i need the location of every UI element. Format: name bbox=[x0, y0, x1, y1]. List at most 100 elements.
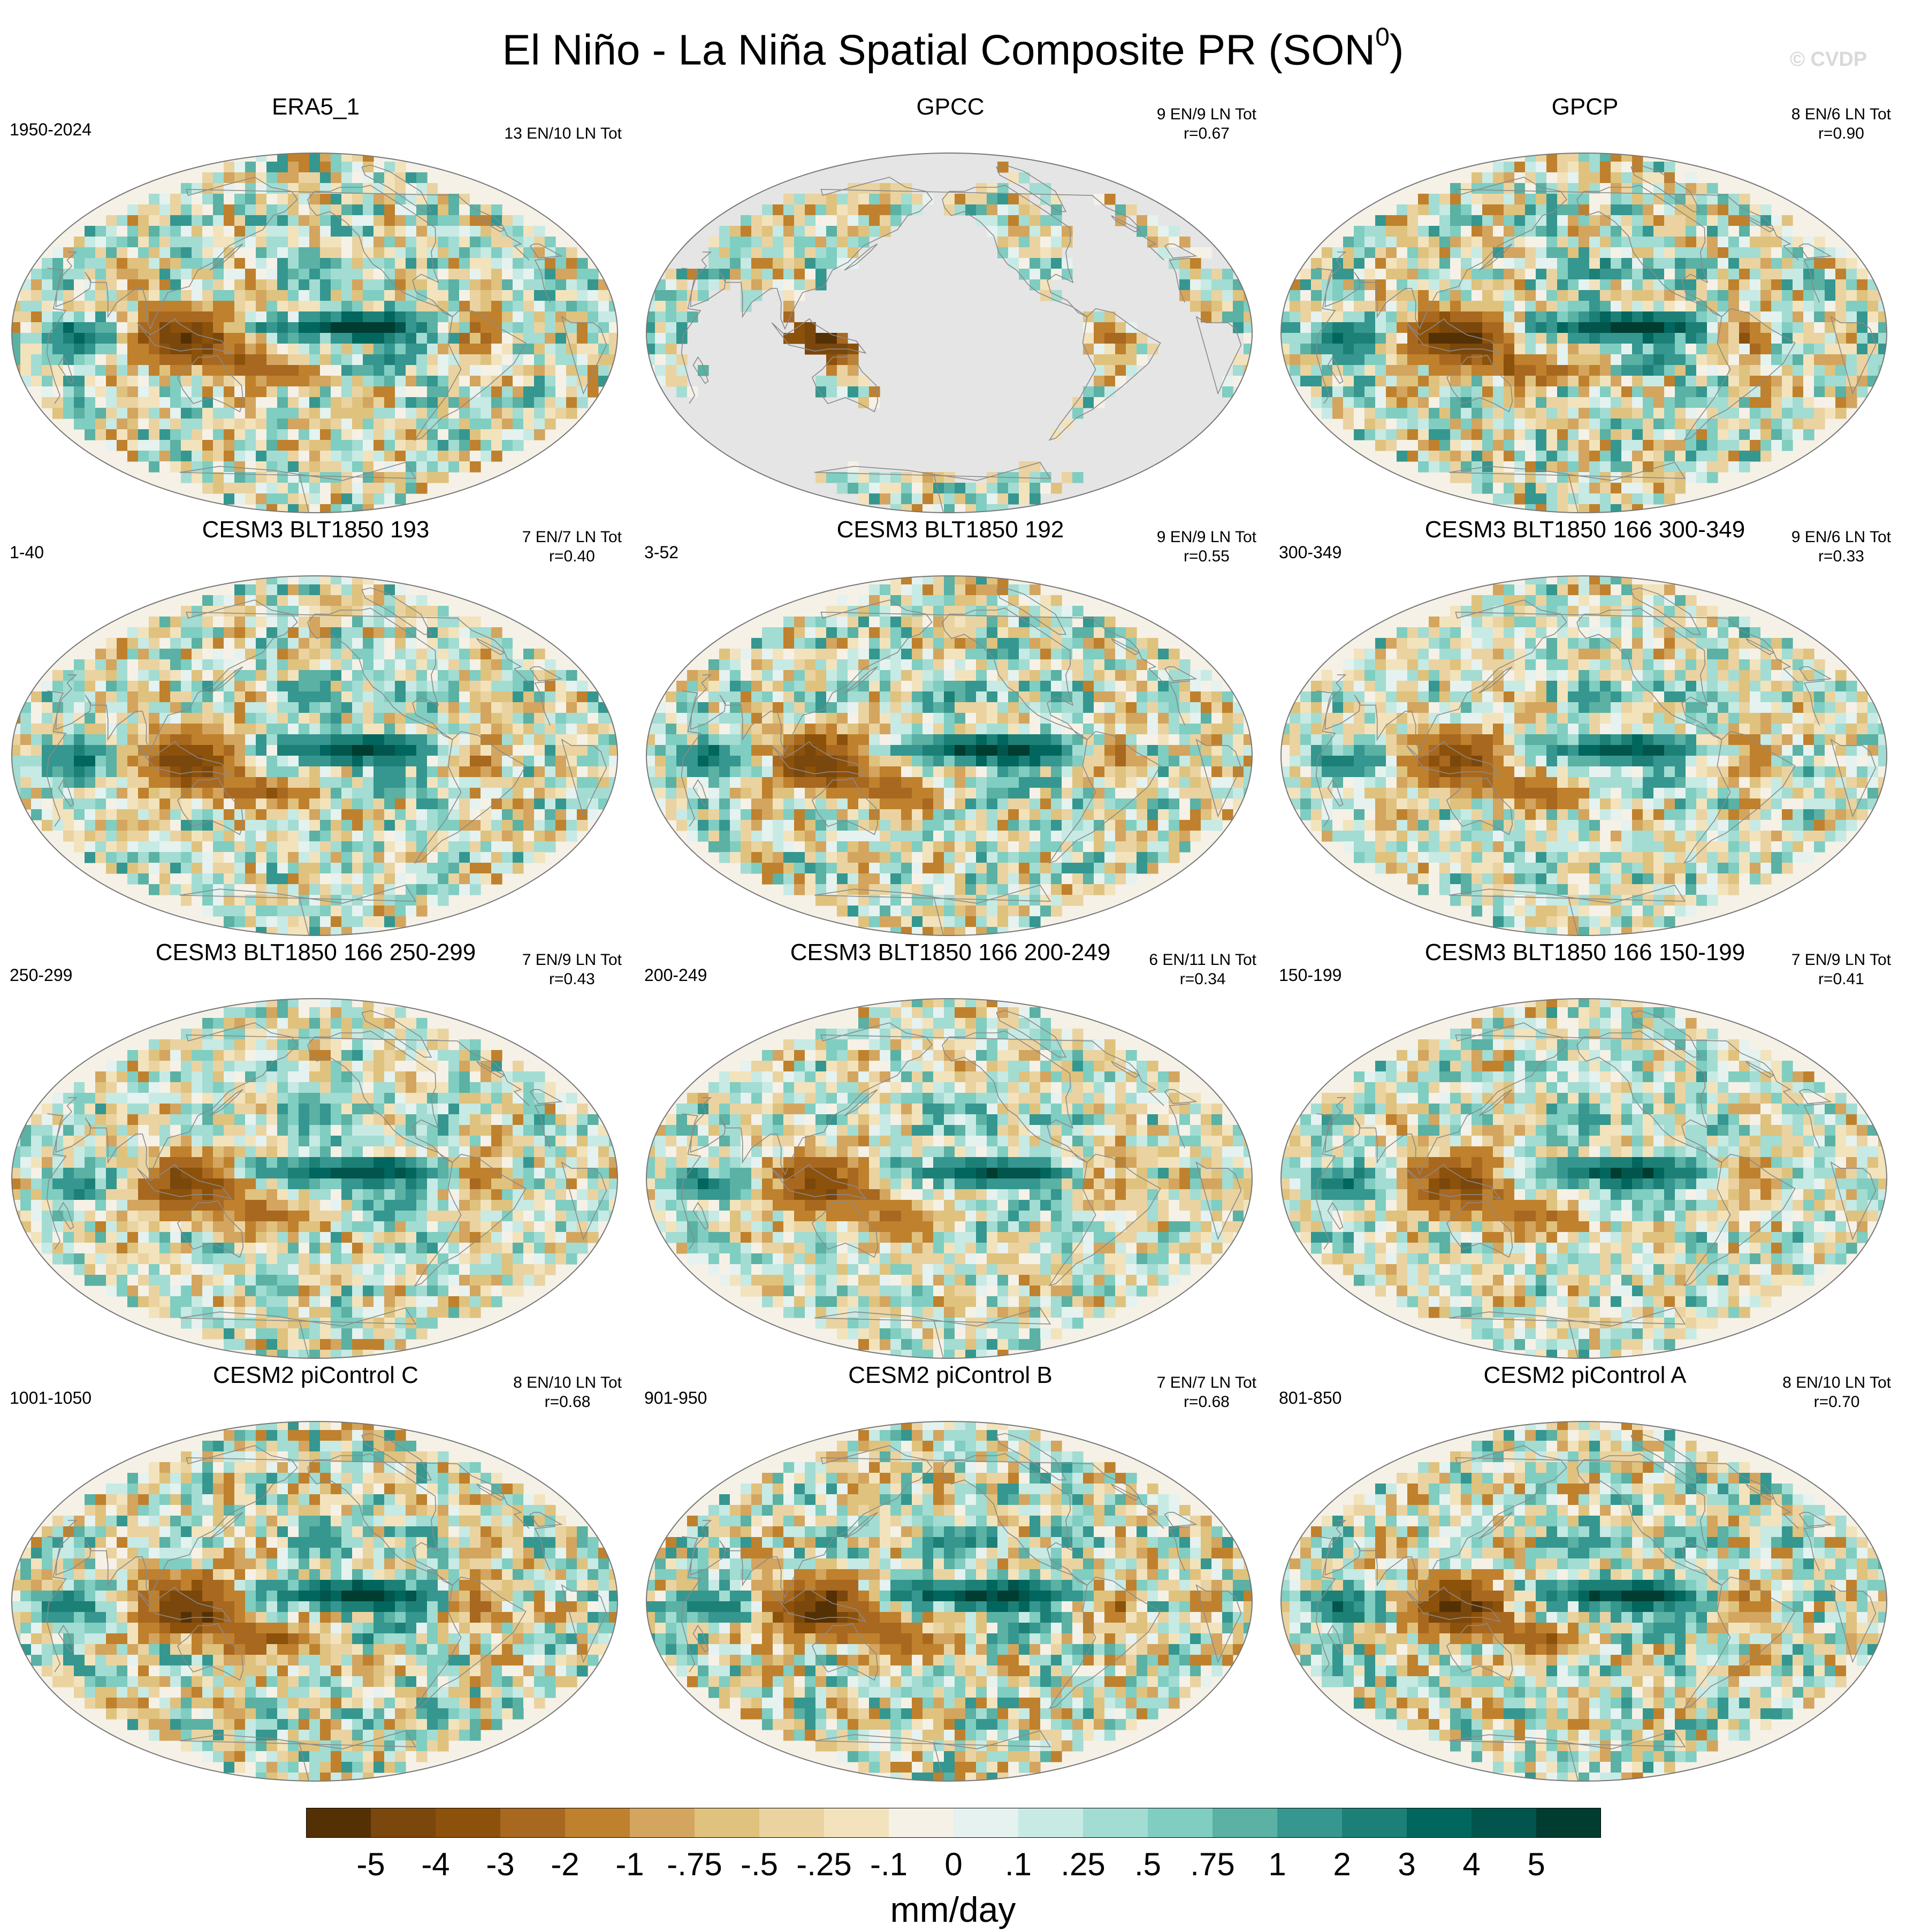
precip-composite-map bbox=[1280, 1421, 1887, 1782]
coastline bbox=[1630, 164, 1702, 212]
coastline bbox=[1478, 244, 1513, 271]
panel-period-label: 250-299 bbox=[10, 965, 73, 985]
coastline bbox=[1576, 1453, 1722, 1586]
coastline bbox=[814, 461, 1051, 513]
coastline bbox=[681, 680, 1242, 827]
coastline bbox=[1576, 185, 1722, 317]
map-border bbox=[646, 998, 1253, 1359]
colorbar-tick-label: 4 bbox=[1462, 1846, 1480, 1882]
panel-period-label: 1001-1050 bbox=[10, 1388, 92, 1408]
coastline bbox=[692, 779, 709, 807]
panel-event-stats: 7 EN/9 LN Tot r=0.43 bbox=[522, 950, 622, 989]
precip-composite-map bbox=[11, 998, 618, 1359]
panel-title: GPCC bbox=[916, 94, 985, 120]
coastline bbox=[690, 599, 1198, 753]
pattern-correlation: r=0.70 bbox=[1813, 1393, 1860, 1411]
coastline bbox=[690, 1445, 1198, 1599]
colorbar-tick-label: -3 bbox=[486, 1846, 514, 1882]
colorbar-swatch bbox=[436, 1808, 500, 1838]
coastline bbox=[1111, 638, 1140, 656]
colorbar-swatch bbox=[1277, 1808, 1342, 1838]
map-border bbox=[1280, 575, 1887, 936]
map-border bbox=[1280, 1421, 1887, 1782]
panel-period-label: 300-349 bbox=[1279, 543, 1342, 562]
coastline bbox=[1327, 1624, 1344, 1653]
pattern-correlation: r=0.68 bbox=[544, 1393, 591, 1411]
event-count: 8 EN/10 LN Tot bbox=[1782, 1374, 1891, 1391]
coastline bbox=[1630, 1433, 1702, 1481]
panel-event-stats: 7 EN/7 LN Tot r=0.68 bbox=[1157, 1373, 1256, 1412]
coastline bbox=[1448, 1307, 1686, 1358]
map-panel: CESM3 BLT1850 192 3-52 9 EN/9 LN Tot r=0.55 bbox=[635, 514, 1266, 936]
coastline bbox=[1327, 1201, 1344, 1230]
coastline bbox=[692, 356, 709, 384]
coastline bbox=[476, 1061, 506, 1078]
panel-event-stats: 7 EN/7 LN Tot r=0.40 bbox=[522, 528, 622, 566]
panel-period-label: 1950-2024 bbox=[10, 120, 92, 139]
map-border bbox=[1280, 998, 1887, 1359]
coastline bbox=[690, 1022, 1198, 1176]
coastline bbox=[844, 1089, 878, 1116]
precip-composite-map bbox=[646, 575, 1253, 936]
coastline bbox=[1478, 666, 1513, 694]
coastline bbox=[1324, 1022, 1832, 1176]
panel-period-label: 200-249 bbox=[644, 965, 707, 985]
coastline bbox=[996, 587, 1067, 635]
panel-title: CESM3 BLT1850 192 bbox=[836, 516, 1064, 543]
colorbar-swatch bbox=[1407, 1808, 1472, 1838]
coastline bbox=[814, 1730, 1051, 1781]
map-border bbox=[646, 1421, 1253, 1782]
coastline bbox=[811, 1623, 879, 1681]
map-panel: ERA5_1 1950-2024 13 EN/10 LN Tot bbox=[0, 91, 631, 513]
coastline bbox=[361, 1433, 432, 1481]
coastline bbox=[307, 1453, 453, 1586]
panel-event-stats: 9 EN/9 LN Tot r=0.55 bbox=[1157, 528, 1256, 566]
coastline bbox=[414, 731, 527, 864]
coastline bbox=[1315, 1526, 1877, 1672]
coastline bbox=[1406, 741, 1501, 777]
coastline bbox=[1448, 461, 1686, 513]
coastline bbox=[1683, 1576, 1796, 1709]
coastline bbox=[46, 1103, 607, 1250]
precip-composite-map bbox=[1280, 575, 1887, 936]
coastline bbox=[179, 884, 417, 935]
coastline bbox=[476, 638, 506, 656]
event-count: 7 EN/7 LN Tot bbox=[1156, 1374, 1256, 1391]
coastline bbox=[209, 666, 243, 694]
pattern-correlation: r=0.68 bbox=[1183, 1393, 1230, 1411]
panel-event-stats: 8 EN/10 LN Tot r=0.68 bbox=[513, 1373, 622, 1412]
coastline bbox=[1745, 215, 1775, 233]
coastline bbox=[1048, 308, 1161, 441]
colorbar-swatch bbox=[1472, 1808, 1536, 1838]
colorbar-tick-label: -1 bbox=[615, 1846, 644, 1882]
event-count: 9 EN/6 LN Tot bbox=[1791, 528, 1891, 546]
precip-composite-map bbox=[11, 575, 618, 936]
colorbar-swatch bbox=[1148, 1808, 1213, 1838]
coastline bbox=[46, 257, 607, 404]
coastline bbox=[771, 1586, 867, 1623]
panel-title: CESM3 BLT1850 166 200-249 bbox=[790, 939, 1111, 965]
coastline bbox=[771, 318, 867, 354]
colorbar-tick-label: -.1 bbox=[870, 1846, 908, 1882]
panel-period-label: 150-199 bbox=[1279, 965, 1342, 985]
colorbar-unit-label: mm/day bbox=[890, 1890, 1016, 1929]
coastline bbox=[58, 1201, 74, 1230]
panel-title: CESM2 piControl B bbox=[848, 1362, 1053, 1388]
colorbar-swatch bbox=[1342, 1808, 1407, 1838]
colorbar-swatch bbox=[1213, 1808, 1277, 1838]
coastline bbox=[55, 1022, 563, 1176]
colorbar-swatch bbox=[371, 1808, 436, 1838]
coastline bbox=[209, 1089, 243, 1116]
event-count: 8 EN/6 LN Tot bbox=[1791, 105, 1891, 123]
coastline bbox=[361, 587, 432, 635]
coastline bbox=[307, 185, 453, 317]
coastline bbox=[177, 1200, 244, 1258]
event-count: 6 EN/11 LN Tot bbox=[1149, 951, 1256, 969]
colorbar-swatch bbox=[1536, 1808, 1601, 1838]
map-panel: CESM3 BLT1850 166 200-249 200-249 6 EN/11 … bbox=[635, 937, 1266, 1359]
panel-event-stats: 7 EN/9 LN Tot r=0.41 bbox=[1791, 950, 1891, 989]
coastline bbox=[46, 680, 607, 827]
panel-event-stats: 8 EN/10 LN Tot r=0.70 bbox=[1782, 1373, 1891, 1412]
figure-title: El Niño - La Niña Spatial Composite PR (… bbox=[502, 23, 1404, 74]
coastline bbox=[414, 1576, 527, 1709]
